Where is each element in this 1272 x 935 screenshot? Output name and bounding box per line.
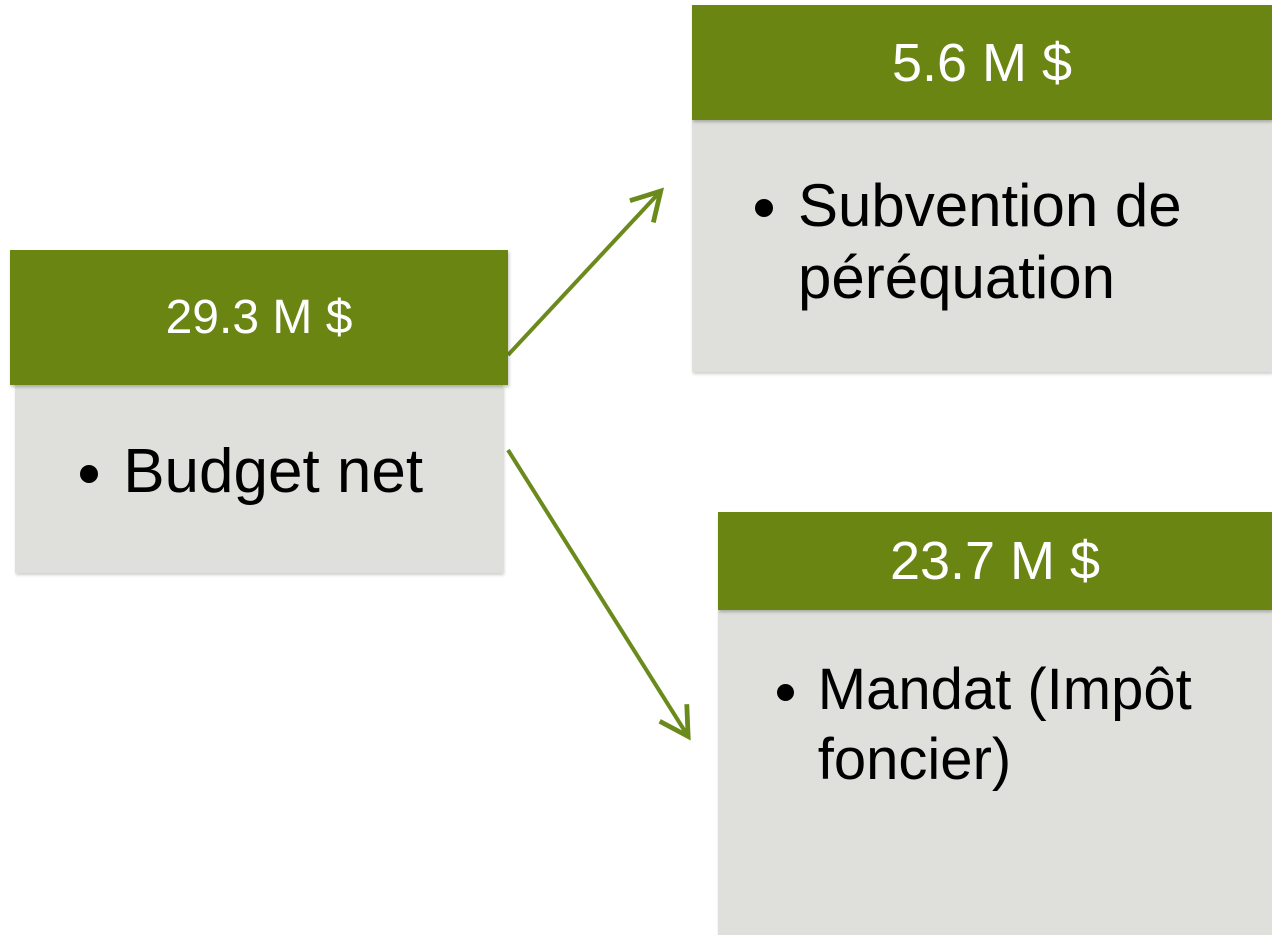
item: Budget net: [123, 435, 503, 509]
node-header: 23.7 M $: [718, 512, 1272, 610]
item-list: Budget net: [55, 435, 503, 509]
item-list: Mandat (Impôt foncier): [754, 655, 1262, 794]
node-header: 5.6 M $: [692, 5, 1272, 120]
node-body: Mandat (Impôt foncier): [718, 610, 1272, 935]
item-list: Subvention de péréquation: [732, 170, 1262, 314]
arrow-down: [506, 448, 691, 741]
node-header: 29.3 M $: [10, 250, 508, 385]
node-body: Subvention de péréquation: [692, 120, 1272, 372]
item: Mandat (Impôt foncier): [818, 655, 1262, 794]
node-body: Budget net: [15, 385, 503, 573]
item: Subvention de péréquation: [798, 170, 1262, 314]
arrow-up: [506, 187, 665, 357]
